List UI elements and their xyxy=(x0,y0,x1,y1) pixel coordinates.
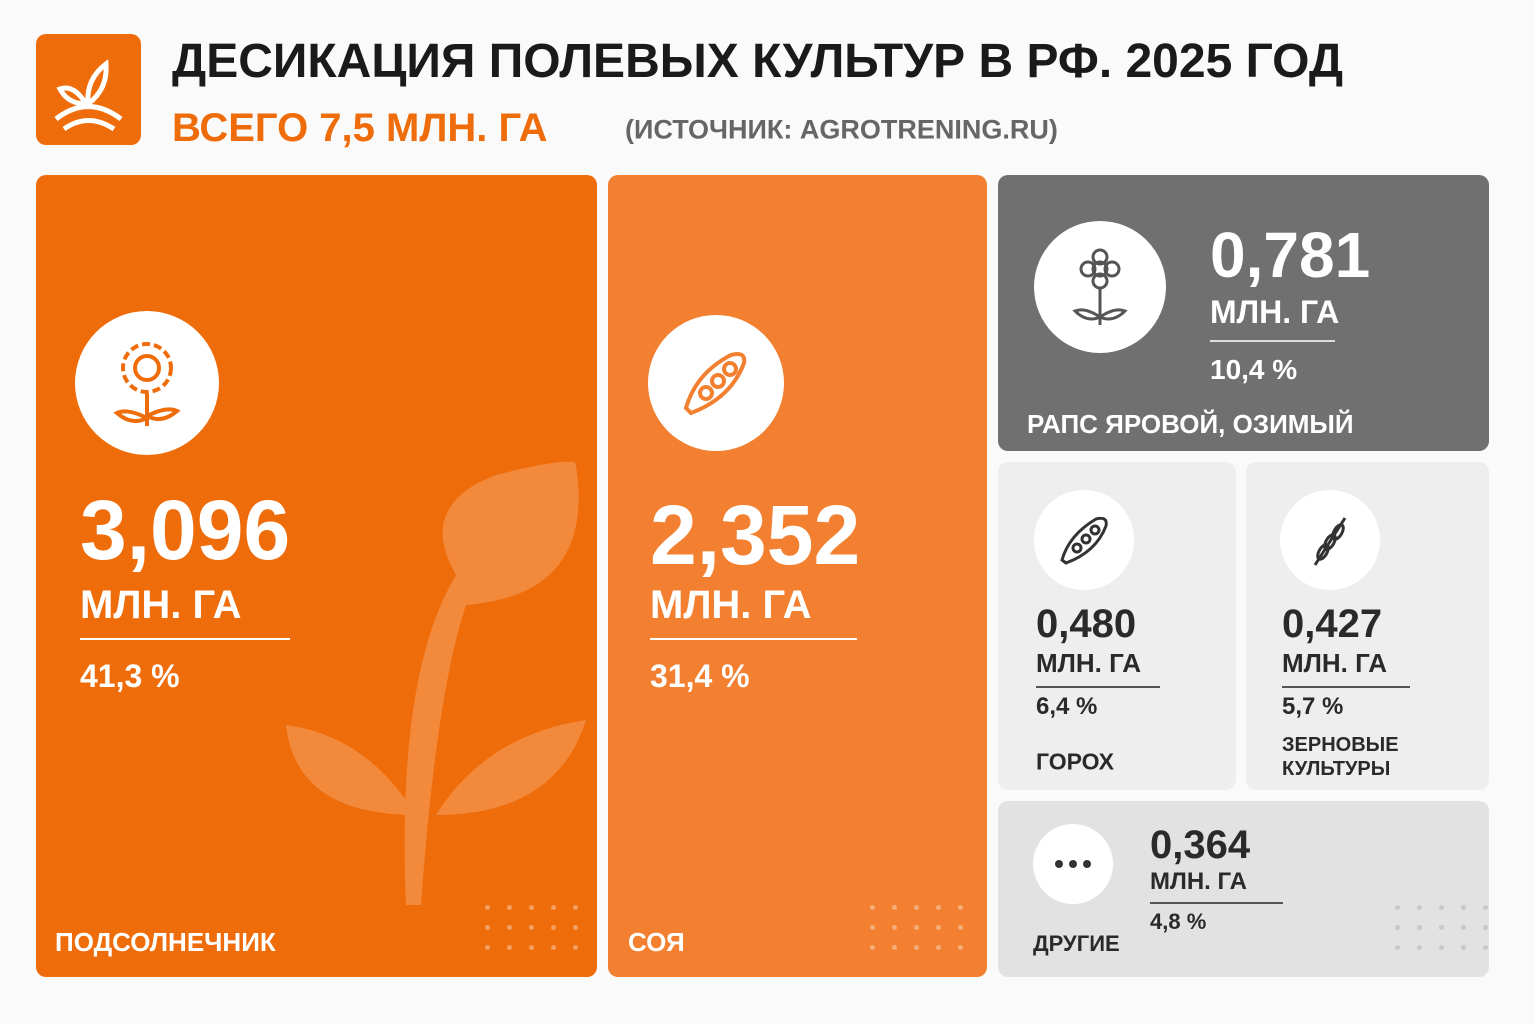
crop-name: ПОДСОЛНЕЧНИК xyxy=(55,927,276,957)
source: (ИСТОЧНИК: AGROTRENING.RU) xyxy=(625,114,1058,145)
dot-decor xyxy=(1461,905,1466,910)
dot-decor xyxy=(870,905,875,910)
dot-decor xyxy=(1483,925,1488,930)
unit: МЛН. ГА xyxy=(80,583,242,627)
divider xyxy=(1210,340,1335,342)
share: 10,4 % xyxy=(1210,354,1298,385)
crop-name: ДРУГИЕ xyxy=(1033,931,1120,956)
dot-decor xyxy=(1395,905,1400,910)
other-icon xyxy=(1033,824,1113,904)
dot-decor xyxy=(870,945,875,950)
dot-decor xyxy=(936,925,941,930)
value: 2,352 xyxy=(650,488,861,582)
tile xyxy=(608,175,987,977)
dot-decor xyxy=(551,925,556,930)
dot-decor xyxy=(573,945,578,950)
divider xyxy=(80,638,290,640)
crop-name: РАПС ЯРОВОЙ, ОЗИМЫЙ xyxy=(1027,409,1354,439)
pea-icon xyxy=(1034,490,1134,590)
dot-decor xyxy=(485,925,490,930)
share: 31,4 % xyxy=(650,658,750,694)
leaf-decor xyxy=(286,461,586,905)
logo-icon xyxy=(54,59,123,132)
dot-decor xyxy=(914,925,919,930)
dot-decor xyxy=(507,945,512,950)
divider xyxy=(1150,902,1283,904)
divider xyxy=(1282,686,1410,688)
dot-decor xyxy=(870,925,875,930)
rapeseed-icon xyxy=(1034,221,1166,353)
dot-decor xyxy=(529,925,534,930)
sunflower-icon xyxy=(75,311,219,455)
crop-name: ГОРОХ xyxy=(1036,748,1115,775)
dot-decor xyxy=(507,905,512,910)
dot-decor xyxy=(936,945,941,950)
total: ВСЕГО 7,5 МЛН. ГА xyxy=(172,106,548,150)
soy-icon xyxy=(648,315,784,451)
dot-decor xyxy=(551,945,556,950)
unit: МЛН. ГА xyxy=(1150,868,1247,895)
share: 5,7 % xyxy=(1282,693,1344,720)
crop-name: ЗЕРНОВЫЕ КУЛЬТУРЫ xyxy=(1282,734,1399,780)
dot-decor xyxy=(1439,925,1444,930)
value: 0,781 xyxy=(1210,219,1371,291)
share: 41,3 % xyxy=(80,658,180,694)
dot-decor xyxy=(573,905,578,910)
value: 0,364 xyxy=(1150,823,1251,867)
value: 0,480 xyxy=(1036,602,1137,646)
dot-decor xyxy=(1461,945,1466,950)
unit: МЛН. ГА xyxy=(1210,294,1340,330)
dot-decor xyxy=(958,905,963,910)
unit: МЛН. ГА xyxy=(650,583,812,627)
dot-decor xyxy=(573,925,578,930)
dot-decor xyxy=(551,905,556,910)
crop-name: СОЯ xyxy=(628,927,685,957)
dot-decor xyxy=(507,925,512,930)
dot-decor xyxy=(892,905,897,910)
logo xyxy=(36,34,141,145)
dot-decor xyxy=(892,945,897,950)
dot-decor xyxy=(1439,905,1444,910)
dot-decor xyxy=(1395,945,1400,950)
unit: МЛН. ГА xyxy=(1036,648,1142,678)
title: ДЕСИКАЦИЯ ПОЛЕВЫХ КУЛЬТУР В РФ. 2025 ГОД xyxy=(172,35,1344,88)
dot-decor xyxy=(914,945,919,950)
dot-decor xyxy=(914,905,919,910)
dot-decor xyxy=(958,925,963,930)
dot-decor xyxy=(1417,945,1422,950)
value: 0,427 xyxy=(1282,602,1383,646)
dot-decor xyxy=(1417,905,1422,910)
unit: МЛН. ГА xyxy=(1282,648,1388,678)
share: 4,8 % xyxy=(1150,909,1207,934)
tile xyxy=(36,175,597,977)
dot-decor xyxy=(529,945,534,950)
dot-decor xyxy=(1483,905,1488,910)
dot-decor xyxy=(1417,925,1422,930)
dot-decor xyxy=(485,905,490,910)
dot-decor xyxy=(485,945,490,950)
value: 3,096 xyxy=(80,483,291,577)
dot-decor xyxy=(958,945,963,950)
dot-decor xyxy=(1395,925,1400,930)
dot-decor xyxy=(892,925,897,930)
share: 6,4 % xyxy=(1036,693,1098,720)
dot-decor xyxy=(529,905,534,910)
dot-decor xyxy=(1483,945,1488,950)
divider xyxy=(650,638,857,640)
dot-decor xyxy=(1461,925,1466,930)
wheat-icon xyxy=(1280,490,1380,590)
dot-decor xyxy=(1439,945,1444,950)
dot-decor xyxy=(936,905,941,910)
divider xyxy=(1036,686,1160,688)
